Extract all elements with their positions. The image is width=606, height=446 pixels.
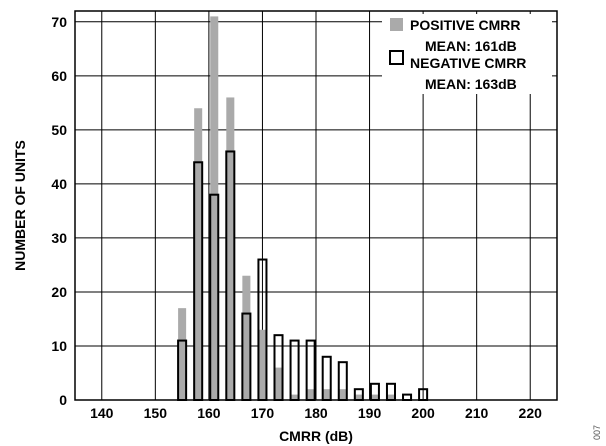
x-tick-label: 170 [251, 405, 275, 421]
bar-positive [338, 389, 347, 400]
legend-mean-negative: MEAN: 163dB [425, 76, 517, 92]
y-axis-title: NUMBER OF UNITS [12, 140, 28, 271]
bar-positive [354, 394, 363, 400]
bar-positive [194, 108, 203, 400]
y-tick-label: 30 [51, 230, 67, 246]
bar-positive [258, 329, 267, 400]
bar-positive [322, 389, 331, 400]
bar-positive [226, 97, 235, 400]
y-tick-label: 0 [59, 392, 67, 408]
legend-swatch-negative [389, 50, 404, 65]
plot-frame [74, 10, 558, 401]
legend-mean-positive: MEAN: 161dB [425, 38, 517, 54]
bar-positive [274, 367, 283, 400]
legend-label-positive: POSITIVE CMRR [410, 17, 520, 33]
legend: POSITIVE CMRR MEAN: 161dB NEGATIVE CMRR … [382, 14, 552, 94]
y-tick-labels: 0 10 20 30 40 50 60 70 [51, 14, 67, 408]
x-tick-label: 150 [144, 405, 168, 421]
y-tick-label: 20 [51, 284, 67, 300]
x-tick-label: 180 [304, 405, 328, 421]
grid [75, 11, 557, 401]
y-tick-label: 40 [51, 176, 67, 192]
bar-positive [306, 389, 315, 400]
bar-positive [386, 394, 395, 400]
bar-negative [402, 393, 413, 402]
bar-positive [242, 275, 251, 400]
legend-swatch-positive [390, 18, 403, 31]
legend-background [382, 14, 552, 94]
x-tick-label: 160 [197, 405, 221, 421]
bar-positive [210, 16, 219, 401]
x-tick-label: 140 [90, 405, 114, 421]
bar-positive [178, 308, 187, 400]
x-axis-title: CMRR (dB) [279, 428, 353, 444]
positive-cmrr-bars [178, 16, 395, 401]
y-tick-label: 70 [51, 14, 67, 30]
x-tick-label: 190 [358, 405, 382, 421]
y-tick-label: 10 [51, 338, 67, 354]
bar-negative [289, 339, 300, 402]
bar-positive [290, 394, 299, 400]
bar-positive [370, 394, 379, 400]
x-tick-label: 200 [411, 405, 435, 421]
y-tick-label: 60 [51, 68, 67, 84]
y-tick-label: 50 [51, 122, 67, 138]
x-tick-label: 210 [465, 405, 489, 421]
legend-label-negative: NEGATIVE CMRR [410, 55, 526, 71]
x-tick-labels: 140 150 160 170 180 190 200 210 220 [90, 405, 542, 421]
figure-id: 007 [592, 425, 602, 440]
x-tick-label: 220 [519, 405, 543, 421]
